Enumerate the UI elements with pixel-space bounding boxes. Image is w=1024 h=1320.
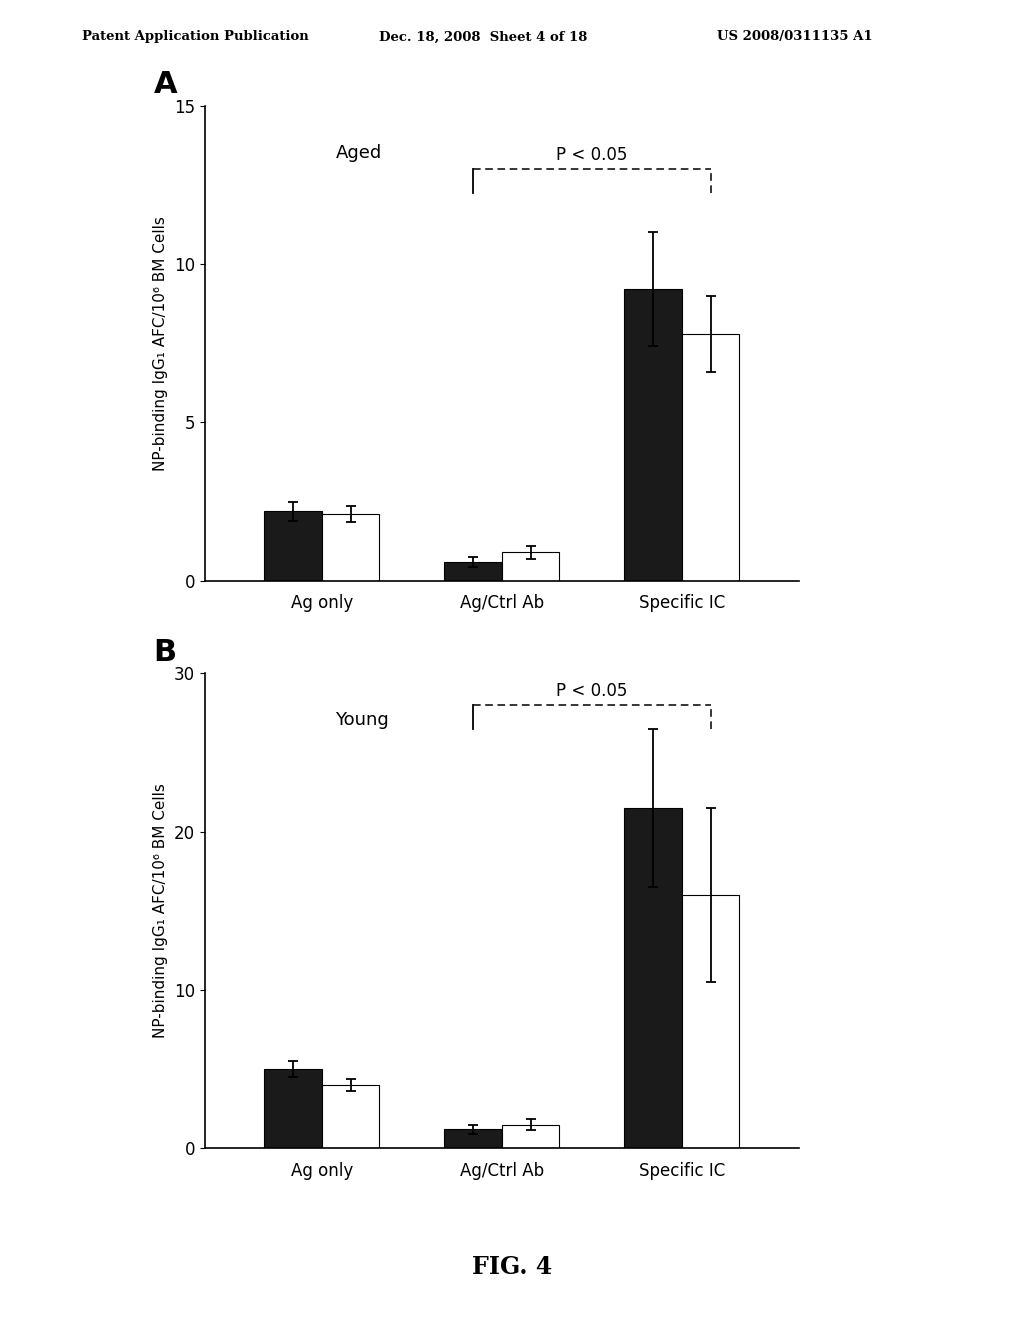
Bar	[322, 1085, 379, 1148]
Bar	[625, 808, 682, 1148]
Y-axis label: NP-binding IgG₁ AFC/10⁶ BM Cells: NP-binding IgG₁ AFC/10⁶ BM Cells	[154, 215, 168, 471]
Text: Aged: Aged	[336, 144, 382, 161]
Text: US 2008/0311135 A1: US 2008/0311135 A1	[717, 30, 872, 44]
Text: Young: Young	[336, 711, 389, 729]
Bar	[444, 1130, 502, 1148]
Bar	[682, 334, 739, 581]
Bar	[444, 562, 502, 581]
Bar	[625, 289, 682, 581]
Bar	[322, 515, 379, 581]
Y-axis label: NP-binding IgG₁ AFC/10⁶ BM Cells: NP-binding IgG₁ AFC/10⁶ BM Cells	[154, 783, 168, 1039]
Text: A: A	[154, 70, 177, 99]
Bar	[264, 1069, 322, 1148]
Bar	[502, 552, 559, 581]
Text: P < 0.05: P < 0.05	[556, 147, 628, 164]
Text: P < 0.05: P < 0.05	[556, 682, 628, 700]
Bar	[682, 895, 739, 1148]
Bar	[502, 1125, 559, 1148]
Text: Patent Application Publication: Patent Application Publication	[82, 30, 308, 44]
Text: Dec. 18, 2008  Sheet 4 of 18: Dec. 18, 2008 Sheet 4 of 18	[379, 30, 587, 44]
Text: FIG. 4: FIG. 4	[472, 1255, 552, 1279]
Text: B: B	[154, 638, 177, 667]
Bar	[264, 511, 322, 581]
